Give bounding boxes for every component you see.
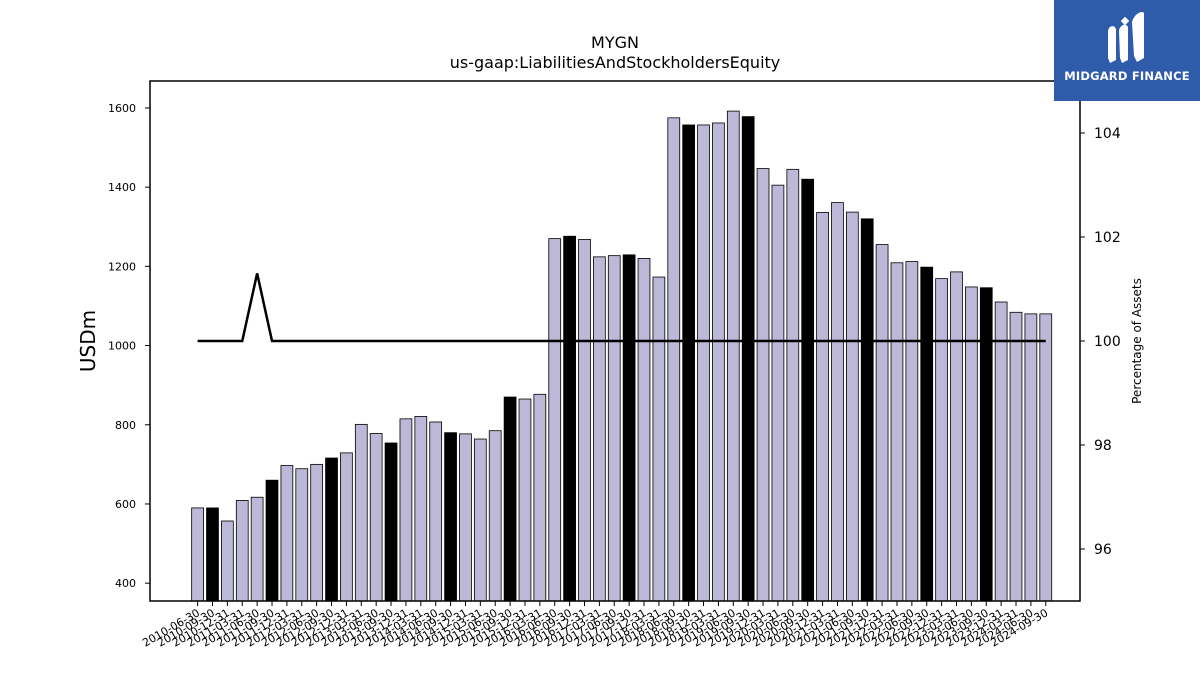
bar-2015-03-31 (473, 438, 487, 602)
bar-2019-12-31 (756, 168, 770, 602)
chart-subtitle: us-gaap:LiabilitiesAndStockholdersEquity (450, 53, 781, 72)
bar-2010-09-30 (206, 507, 219, 602)
bar-2020-06-30 (786, 168, 800, 602)
y-tick-label-right: 102 (1094, 230, 1121, 246)
y-tick-label-left: 1000 (108, 340, 136, 353)
bar-2014-06-30 (429, 421, 443, 602)
bar-2016-06-30 (548, 238, 562, 602)
bar-2015-12-31 (518, 398, 532, 602)
bar-2022-09-30 (920, 266, 934, 602)
line-group (197, 273, 1046, 343)
x-axis: 2010-06-302010-09-302010-12-312011-03-31… (140, 601, 1050, 650)
bar-2017-06-30 (607, 255, 621, 602)
y-tick-label-right: 96 (1094, 542, 1112, 558)
bar-2018-06-30 (667, 117, 681, 602)
bar-2023-09-30 (979, 287, 993, 602)
bars-group (191, 110, 1053, 602)
bar-2019-03-31 (712, 122, 725, 602)
y-tick-label-left: 400 (115, 577, 136, 590)
bar-2017-03-31 (593, 256, 606, 602)
bar-2012-03-31 (295, 468, 309, 602)
y-axis-left: 400 600 800 1000 1200 1400 1600 (108, 102, 150, 590)
y-tick-label-left: 1600 (108, 102, 136, 115)
bar-2015-09-30 (503, 396, 517, 602)
bar-2015-06-30 (488, 430, 502, 602)
bar-2019-06-30 (726, 110, 740, 602)
bar-2014-12-31 (459, 433, 472, 602)
bar-2011-03-31 (235, 500, 249, 602)
bar-2016-03-31 (533, 393, 547, 602)
y-tick-label-right: 98 (1094, 438, 1112, 454)
y-tick-label-left: 1400 (108, 181, 136, 194)
bar-2023-06-30 (965, 286, 978, 602)
logo-text: MIDGARD FINANCE (1064, 69, 1190, 83)
bar-2014-03-31 (414, 416, 428, 602)
bar-2023-03-31 (950, 271, 963, 602)
bar-2018-12-31 (697, 124, 710, 602)
bar-2011-12-31 (280, 465, 294, 602)
bar-2013-09-30 (384, 442, 398, 602)
bar-2018-09-30 (682, 124, 696, 602)
bar-2020-03-31 (771, 184, 785, 602)
y-tick-label-left: 800 (115, 419, 136, 432)
bar-2019-09-30 (741, 116, 755, 602)
bar-2024-06-30 (1024, 313, 1038, 602)
bar-2013-03-31 (354, 423, 368, 602)
bar-2013-06-30 (369, 433, 383, 602)
bar-2012-09-30 (325, 457, 338, 602)
bar-2022-12-31 (935, 278, 948, 602)
bar-2021-09-30 (860, 218, 874, 602)
bar-2020-12-31 (816, 212, 829, 602)
bar-2013-12-31 (399, 418, 413, 602)
bar-2017-12-31 (637, 258, 651, 602)
bar-2012-12-31 (340, 452, 353, 602)
bar-2011-09-30 (265, 479, 279, 602)
chart-title: MYGN (591, 33, 639, 52)
midgard-logo-icon (1108, 12, 1144, 64)
bar-2021-06-30 (845, 211, 859, 602)
bar-2021-12-31 (875, 244, 889, 602)
bar-2010-12-31 (221, 520, 234, 602)
bar-2017-09-30 (622, 254, 636, 602)
y-tick-label-left: 600 (115, 498, 136, 511)
y-tick-label-right: 104 (1094, 126, 1121, 142)
bar-2022-06-30 (905, 261, 919, 602)
y-axis-right: 96 98 100 102 104 (1080, 126, 1121, 558)
y-tick-label-right: 100 (1094, 334, 1121, 350)
bar-2023-12-31 (994, 301, 1008, 602)
percentage-of-assets-line (197, 273, 1046, 343)
bar-2024-09-30 (1039, 313, 1053, 602)
bar-2016-12-31 (578, 239, 591, 602)
bar-2022-03-31 (890, 262, 904, 602)
y-axis-label-right: Percentage of Assets (1130, 278, 1144, 404)
bar-2014-09-30 (444, 432, 457, 602)
bar-2018-03-31 (652, 276, 666, 602)
bar-2012-06-30 (310, 463, 324, 602)
bar-2011-06-30 (250, 496, 264, 602)
bar-2010-06-30 (191, 507, 204, 602)
brand-logo: MIDGARD FINANCE (1054, 0, 1200, 101)
bar-2016-09-30 (563, 235, 576, 602)
y-tick-label-left: 1200 (108, 260, 136, 273)
bar-2020-09-30 (801, 178, 815, 602)
y-axis-label-left: USDm (76, 310, 100, 372)
bar-2024-03-31 (1009, 311, 1023, 602)
bar-2021-03-31 (831, 202, 844, 602)
